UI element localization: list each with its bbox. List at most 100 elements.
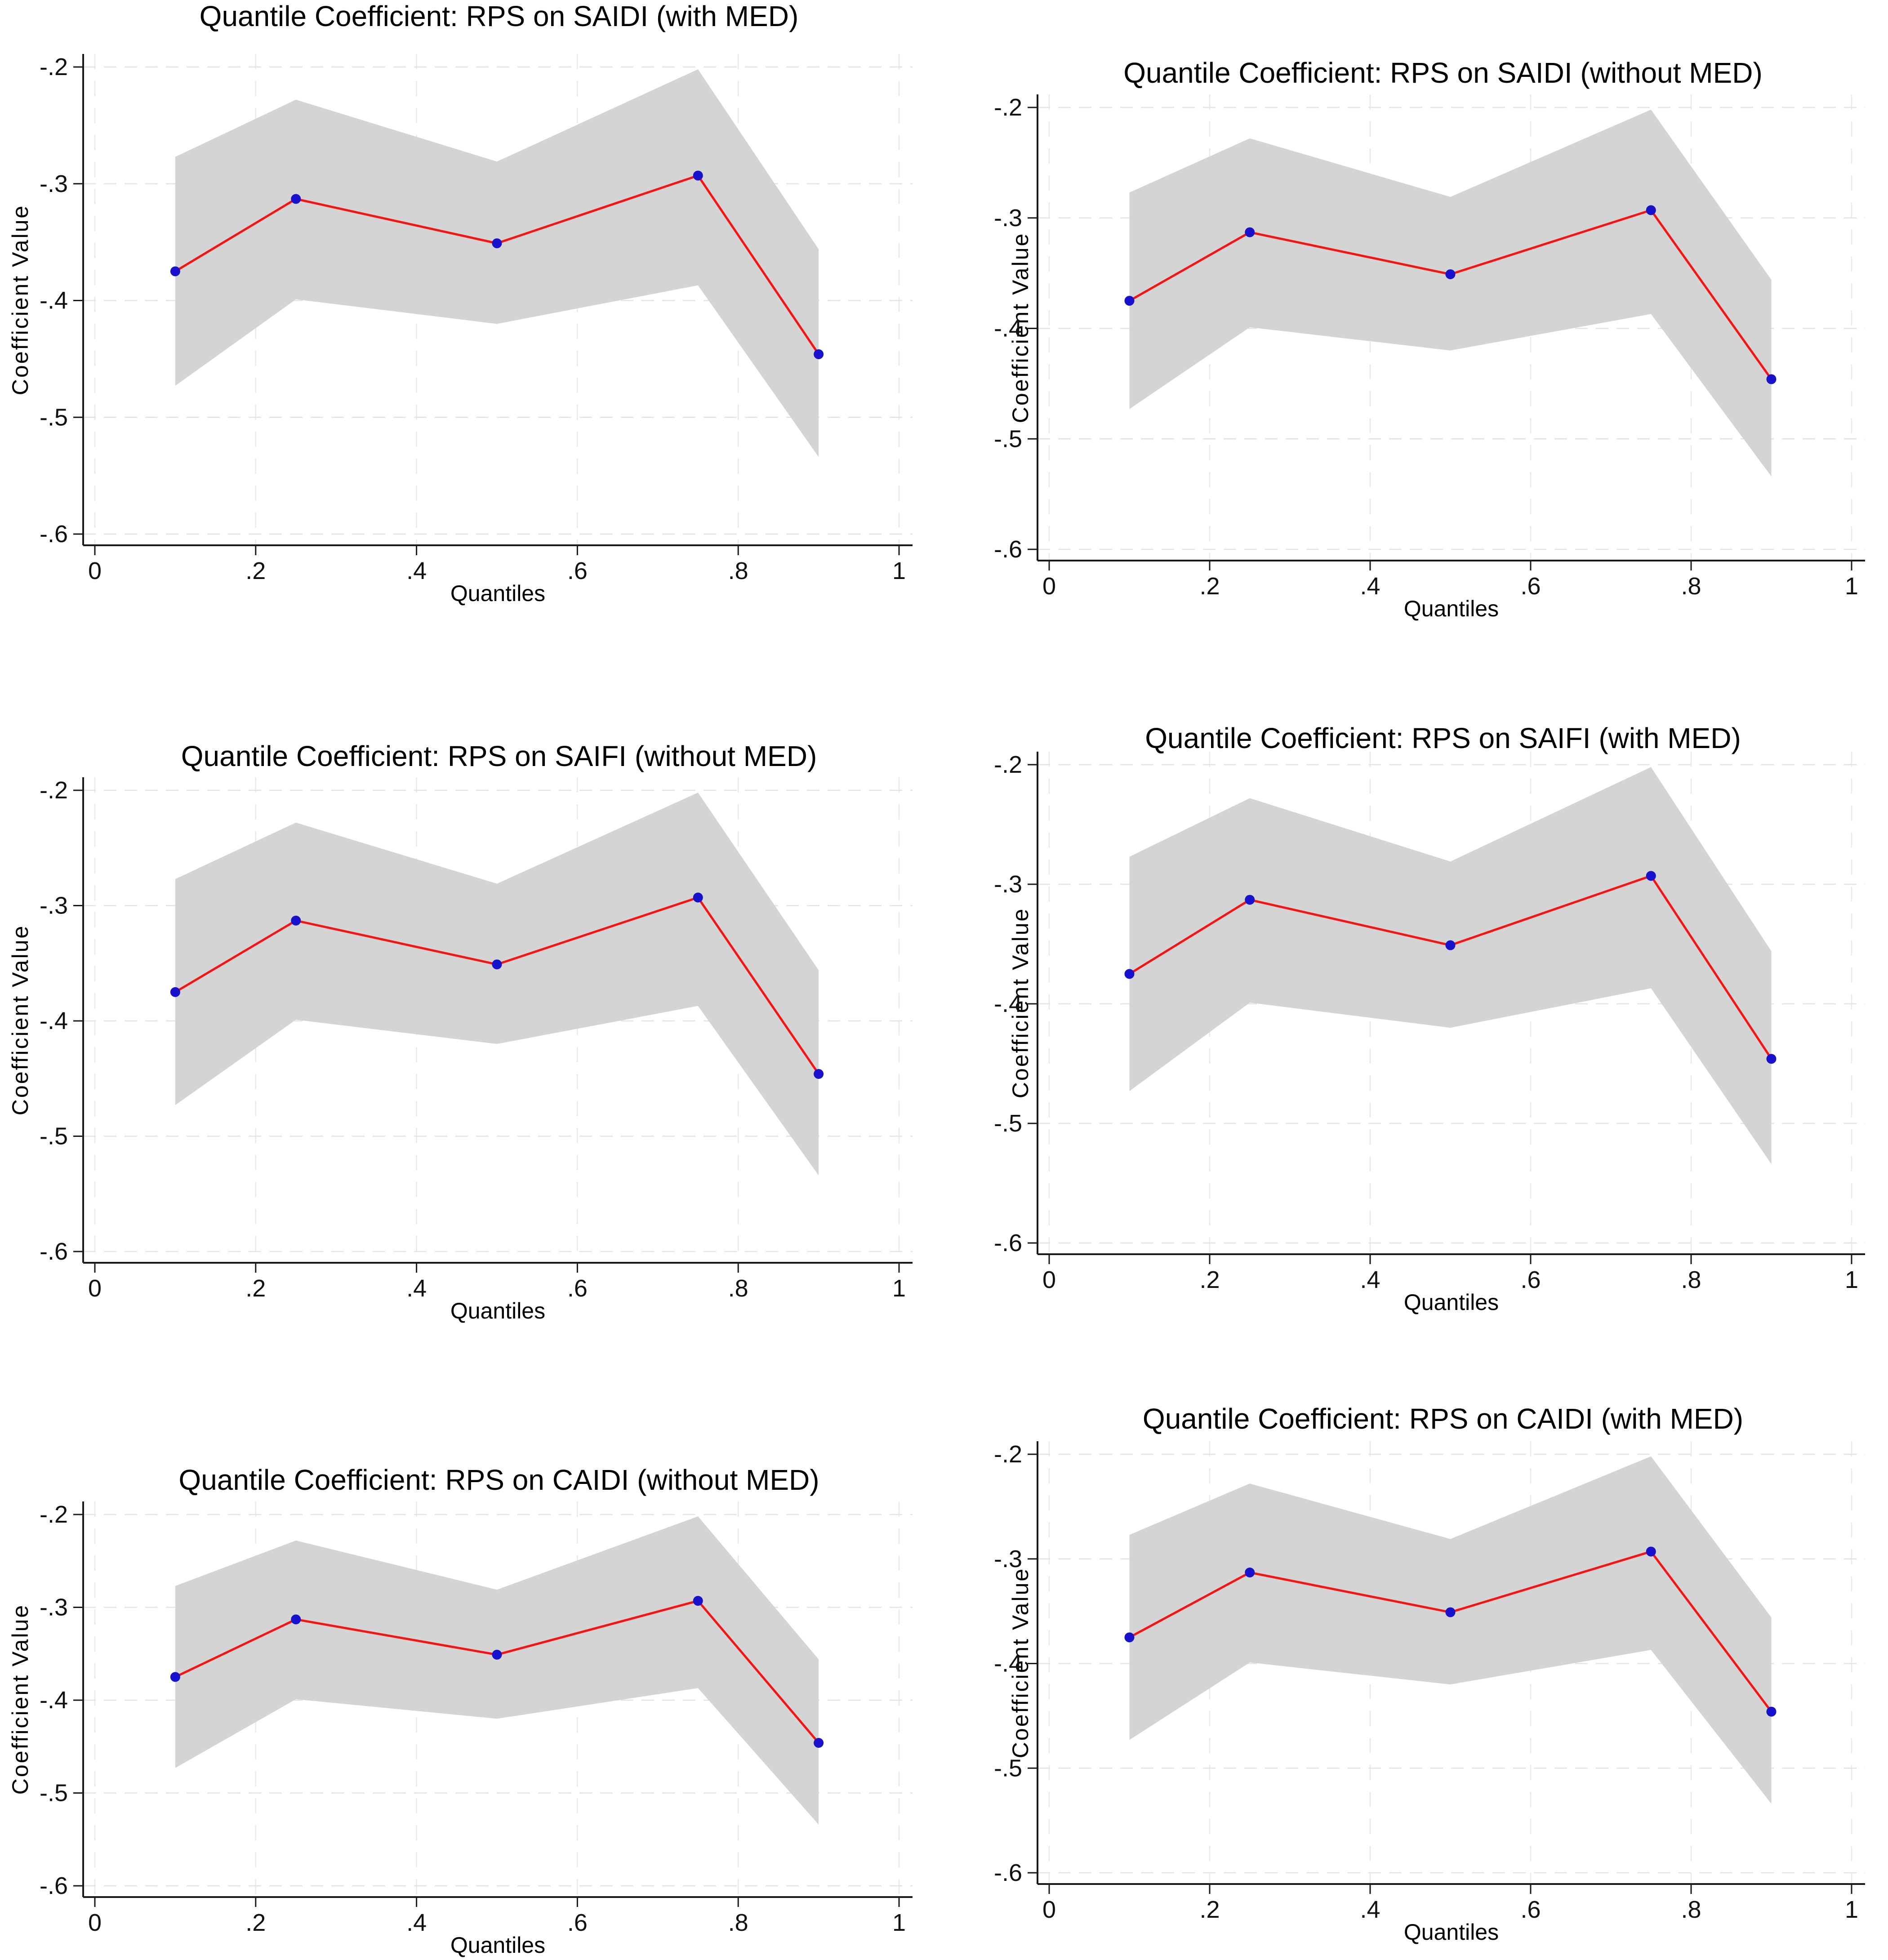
x-tick-label: .4 [406, 1275, 427, 1302]
y-tick-label: -.6 [994, 1229, 1022, 1256]
x-tick-label: .2 [1199, 1896, 1220, 1923]
y-tick-label: -.5 [40, 404, 68, 431]
y-tick-label: -.2 [994, 1441, 1022, 1468]
data-point-marker [814, 1069, 824, 1079]
chart-panel-saidi-without-med: Quantile Coefficient: RPS on SAIDI (with… [944, 0, 1888, 1960]
y-tick-label: -.4 [40, 1687, 68, 1714]
x-tick-label: .8 [1681, 573, 1701, 600]
chart-title: Quantile Coefficient: RPS on SAIFI (with… [1145, 722, 1741, 754]
plot-area: -.2 -.3 -.4 -.5 -.6 0 .2 .4 .6 .8 1 [40, 777, 913, 1302]
y-tick-label: -.3 [40, 892, 68, 919]
x-tick-label: .6 [1520, 1266, 1541, 1293]
data-point-marker [1245, 227, 1255, 237]
data-point-marker [1245, 1568, 1255, 1578]
data-point-marker [1124, 1632, 1135, 1643]
x-tick-label: .2 [1199, 573, 1220, 600]
data-point-marker [291, 194, 301, 204]
x-tick-label: 1 [892, 1275, 906, 1302]
y-tick-label: -.6 [994, 536, 1022, 563]
chart-panel-saifi-with-med: Quantile Coefficient: RPS on SAIFI (with… [944, 0, 1888, 1960]
x-tick-label: 1 [1845, 573, 1858, 600]
data-point-marker [1445, 940, 1456, 950]
y-tick-label: -.5 [994, 1110, 1022, 1137]
y-tick-label: -.6 [40, 1872, 68, 1899]
x-tick-label: .8 [1681, 1266, 1701, 1293]
data-point-marker [1766, 374, 1777, 384]
y-tick-label: -.3 [40, 170, 68, 197]
data-point-marker [1245, 895, 1255, 905]
data-point-marker [814, 1737, 824, 1748]
data-point-marker [693, 170, 703, 181]
x-tick-label: 0 [88, 557, 102, 584]
x-tick-label: 1 [1845, 1266, 1858, 1293]
x-tick-label: 0 [88, 1909, 102, 1936]
chart-title: Quantile Coefficient: RPS on SAIFI (with… [181, 740, 817, 772]
y-tick-label: -.4 [994, 990, 1022, 1017]
x-tick-label: .8 [1681, 1896, 1701, 1923]
x-axis-title: Quantiles [450, 1933, 546, 1958]
x-tick-label: .4 [406, 1909, 427, 1936]
confidence-band [175, 793, 819, 1176]
x-tick-label: .6 [1520, 1896, 1541, 1923]
confidence-band [1129, 1456, 1772, 1804]
y-tick-label: -.3 [40, 1594, 68, 1621]
confidence-band [175, 1516, 819, 1825]
x-tick-label: 0 [1042, 1266, 1056, 1293]
x-axis-title: Quantiles [1403, 1920, 1499, 1945]
data-point-marker [1766, 1706, 1777, 1717]
data-point-marker [1124, 296, 1135, 306]
x-tick-label: .8 [728, 557, 748, 584]
y-tick-label: -.6 [40, 521, 68, 548]
x-axis-title: Quantiles [450, 581, 546, 606]
y-tick-label: -.2 [40, 777, 68, 804]
confidence-band [175, 69, 819, 457]
y-tick-label: -.2 [994, 94, 1022, 121]
x-axis-title: Quantiles [450, 1298, 546, 1323]
y-tick-label: -.4 [994, 1650, 1022, 1677]
x-tick-label: .6 [1520, 573, 1541, 600]
plot-area: -.2 -.3 -.4 -.5 -.6 0 .2 .4 .6 .8 1 [994, 94, 1865, 600]
x-tick-label: .2 [245, 557, 266, 584]
data-point-marker [170, 266, 180, 276]
x-tick-label: 1 [1845, 1896, 1858, 1923]
data-point-marker [1124, 969, 1135, 979]
data-point-marker [291, 1614, 301, 1625]
y-tick-label: -.6 [40, 1238, 68, 1265]
data-point-marker [492, 238, 502, 249]
data-point-marker [492, 1649, 502, 1660]
data-point-marker [291, 915, 301, 926]
chart-title: Quantile Coefficient: RPS on CAIDI (with… [178, 1464, 819, 1496]
data-point-marker [814, 349, 824, 359]
y-tick-label: -.5 [40, 1780, 68, 1807]
data-point-marker [693, 1596, 703, 1606]
x-tick-label: .8 [728, 1275, 748, 1302]
confidence-band [1129, 109, 1772, 477]
x-tick-label: .4 [406, 557, 427, 584]
plot-area: -.2 -.3 -.4 -.5 -.6 0 .2 .4 .6 .8 1 [994, 1441, 1865, 1923]
x-tick-label: .2 [245, 1909, 266, 1936]
y-tick-label: -.3 [994, 1546, 1022, 1572]
confidence-band [1129, 767, 1772, 1164]
plot-area: -.2 -.3 -.4 -.5 -.6 0 .2 .4 .6 .8 1 [40, 1501, 913, 1936]
x-tick-label: 0 [1042, 1896, 1056, 1923]
x-axis-title: Quantiles [1403, 1290, 1499, 1315]
data-point-marker [1445, 1607, 1456, 1617]
y-tick-label: -.4 [994, 315, 1022, 342]
y-tick-label: -.2 [40, 53, 68, 80]
y-tick-label: -.6 [994, 1859, 1022, 1886]
data-point-marker [693, 892, 703, 903]
data-point-marker [492, 959, 502, 970]
data-point-marker [1445, 269, 1456, 280]
y-tick-label: -.5 [994, 1755, 1022, 1782]
data-point-marker [1766, 1054, 1777, 1064]
chart-title: Quantile Coefficient: RPS on SAIDI (with… [1123, 57, 1763, 89]
data-point-marker [170, 987, 180, 997]
data-point-marker [1646, 205, 1656, 215]
y-tick-label: -.3 [994, 871, 1022, 898]
chart-panel-saifi-without-med: Quantile Coefficient: RPS on SAIFI (with… [8, 740, 913, 1323]
data-point-marker [170, 1672, 180, 1682]
y-tick-label: -.2 [40, 1501, 68, 1528]
x-tick-label: .6 [567, 557, 588, 584]
data-point-marker [1646, 1546, 1656, 1557]
